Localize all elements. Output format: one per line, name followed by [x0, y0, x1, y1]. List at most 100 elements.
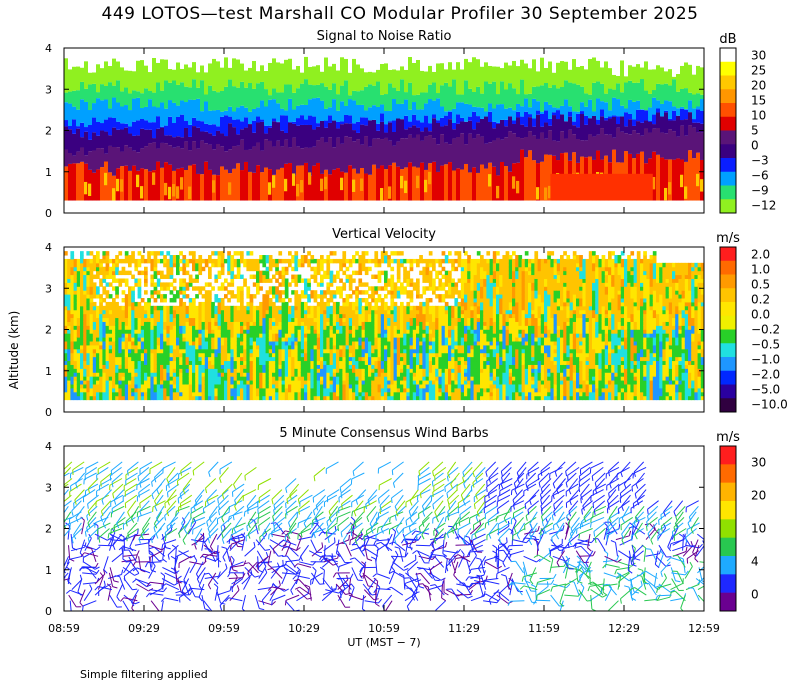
snr-cell: [72, 66, 77, 91]
snr-cell: [308, 175, 313, 201]
velocity-cell: [336, 387, 340, 393]
snr-cell: [312, 129, 317, 147]
snr-cell: [168, 116, 173, 136]
velocity-cell: [179, 305, 183, 311]
snr-cell: [564, 48, 569, 62]
velocity-cell: [284, 352, 289, 358]
velocity-cell: [345, 333, 350, 338]
velocity-cell: [268, 352, 273, 358]
snr-cell: [312, 165, 317, 201]
snr-cell: [96, 64, 101, 93]
velocity-cell: [99, 305, 103, 311]
snr-cell: [140, 108, 145, 119]
velocity-cell: [364, 305, 369, 311]
snr-cell: [292, 92, 297, 110]
velocity-cell: [240, 290, 244, 295]
velocity-cell: [268, 380, 273, 385]
velocity-cell: [192, 286, 196, 291]
snr-cell: [368, 107, 373, 121]
velocity-cell: [179, 309, 183, 315]
velocity-cell: [259, 372, 263, 377]
velocity-cell: [361, 368, 366, 373]
velocity-cell: [304, 321, 308, 326]
velocity-cell: [307, 344, 311, 350]
velocity-cell: [406, 344, 411, 350]
velocity-cell: [227, 313, 231, 319]
velocity-cell: [332, 344, 337, 350]
velocity-cell: [249, 313, 254, 319]
velocity-cell: [336, 286, 340, 291]
snr-cell: [240, 48, 245, 64]
velocity-cell: [227, 255, 231, 260]
velocity-cell: [192, 255, 196, 260]
velocity-cell: [393, 391, 398, 397]
velocity-cell: [403, 352, 407, 358]
velocity-cell: [185, 360, 190, 365]
velocity-cell: [364, 360, 369, 365]
snr-cell: [100, 148, 105, 168]
snr-cell: [312, 85, 317, 99]
snr-cell: [200, 48, 205, 66]
snr-cell: [88, 139, 93, 152]
snr-cell: [148, 48, 153, 73]
velocity-cell: [409, 368, 414, 373]
velocity-cell: [326, 333, 331, 338]
velocity-cell: [281, 360, 286, 365]
velocity-cell: [134, 301, 139, 307]
velocity-cell: [227, 333, 231, 338]
snr-cell: [692, 48, 697, 75]
velocity-cell: [384, 360, 388, 365]
velocity-cell: [416, 391, 420, 397]
velocity-cell: [83, 329, 87, 334]
velocity-cell: [326, 344, 331, 350]
velocity-cell: [182, 380, 187, 385]
velocity-cell: [227, 376, 231, 381]
velocity-cell: [329, 341, 334, 346]
velocity-cell: [342, 333, 347, 338]
snr-cell: [300, 104, 305, 116]
velocity-cell: [137, 364, 142, 369]
velocity-cell: [118, 337, 123, 342]
velocity-cell: [73, 329, 78, 334]
snr-cell: [372, 72, 377, 86]
velocity-cell: [176, 376, 180, 381]
velocity-cell: [281, 278, 286, 283]
velocity-cell: [96, 368, 100, 373]
velocity-cell: [153, 352, 158, 358]
velocity-cell: [387, 344, 391, 350]
velocity-cell: [140, 325, 145, 330]
velocity-cell: [300, 391, 305, 397]
velocity-cell: [185, 372, 190, 377]
velocity-cell: [201, 317, 206, 322]
velocity-cell: [86, 333, 91, 338]
velocity-cell: [89, 298, 94, 303]
snr-cell: [220, 166, 225, 201]
velocity-cell: [272, 274, 276, 279]
snr-cell: [100, 48, 105, 69]
velocity-cell: [220, 321, 225, 326]
snr-cell: [140, 93, 145, 109]
velocity-cell: [89, 286, 94, 291]
velocity-cell: [172, 341, 177, 346]
velocity-cell: [361, 337, 366, 342]
velocity-cell: [92, 391, 97, 397]
velocity-cell: [336, 305, 340, 311]
velocity-cell: [96, 341, 100, 346]
velocity-cell: [390, 313, 395, 319]
velocity-cell: [320, 364, 324, 369]
velocity-cell: [294, 376, 299, 381]
velocity-cell: [86, 383, 91, 389]
velocity-cell: [256, 286, 260, 291]
velocity-cell: [240, 325, 244, 330]
velocity-cell: [393, 380, 398, 385]
snr-cell: [92, 103, 97, 118]
velocity-cell: [163, 298, 167, 303]
velocity-cell: [265, 356, 270, 362]
velocity-cell: [121, 360, 126, 365]
velocity-cell: [419, 376, 423, 381]
velocity-cell: [278, 282, 283, 287]
velocity-cell: [300, 325, 305, 330]
velocity-cell: [377, 368, 382, 373]
snr-cell: [620, 60, 625, 93]
velocity-cell: [294, 301, 299, 307]
